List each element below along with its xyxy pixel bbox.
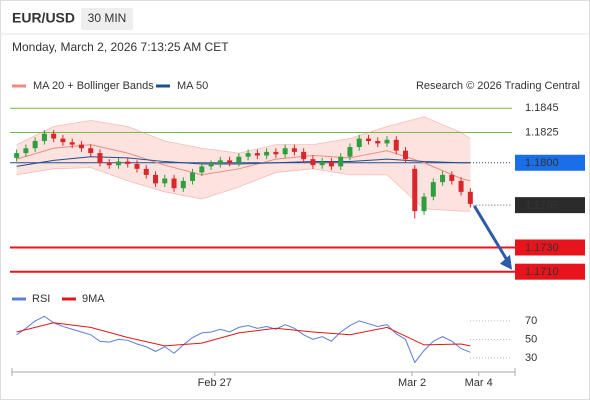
candle-body [208,163,214,167]
candle-body [384,139,390,144]
level-label: 1.1730 [525,242,559,254]
candle-body [23,148,29,154]
candle-body [143,168,149,175]
level-label: 1.1800 [525,157,559,169]
candle-body [14,153,20,158]
candle-body [273,151,279,155]
candle-body [41,133,47,141]
date: Monday, March 2, 2026 7:13:25 AM CET [12,40,229,54]
candle-body [245,153,251,157]
candle-body [282,148,288,155]
candle-body [365,138,371,141]
candle-body [190,172,196,181]
candle-body [134,163,140,169]
candle-body [69,142,75,145]
candle-body [430,182,436,197]
candle-body [449,174,455,181]
candle-body [78,144,84,149]
candle-body [199,166,205,173]
candle-body [393,139,399,151]
candle-body [291,148,297,152]
legend-label: RSI [32,293,50,305]
level-box [515,263,585,280]
candle-body [338,156,344,167]
timeframe: 30 MIN [88,11,127,25]
candle-body [97,153,103,163]
legend-label: 9MA [82,293,105,305]
y-tick-label: 50 [525,333,537,345]
candle-body [115,161,121,166]
legend-label: MA 50 [177,80,208,92]
candle-body [227,160,233,163]
level-box [515,239,585,256]
band-lower [16,167,471,212]
ma-line [16,156,471,167]
candle-body [106,162,112,166]
level-label: 1.1765 [525,200,559,212]
candle-body [162,178,168,184]
y-tick-label: 70 [525,315,537,327]
candle-body [403,150,409,160]
y-tick-label: 30 [525,352,537,364]
x-tick-label: Feb 27 [198,377,232,389]
symbol: EUR/USD [12,10,75,26]
forecast-arrowhead [500,254,512,270]
candle-body [180,180,186,189]
candle-body [319,161,325,166]
candle-body [264,151,270,156]
timeframe-box [81,8,133,30]
legend-label: MA 20 + Bollinger Bands [33,80,154,92]
candle-body [153,174,159,184]
candle-body [347,147,353,157]
candle-body [467,191,473,204]
candle-body [171,178,177,189]
candle-body [421,196,427,212]
candle-body [125,161,131,164]
candle-body [328,161,334,167]
forecast-arrow [473,205,510,263]
candle-body [60,138,66,143]
candle-body [254,153,260,156]
candle-body [217,160,223,164]
level-label: 1.1845 [525,102,559,114]
level-box [515,197,585,214]
candle-body [458,180,464,192]
candle-body [440,174,446,183]
level-label: 1.1825 [525,126,559,138]
indicator-line [16,322,471,347]
candle-body [301,151,307,160]
candle-body [88,148,94,154]
candle-body [51,133,57,139]
candle-body [375,140,381,144]
candle-body [310,159,316,166]
candle-body [236,156,242,163]
x-tick-label: Mar 2 [398,377,426,389]
credit: Research © 2026 Trading Central [416,80,580,92]
indicator-line [16,315,471,364]
candle-body [356,138,362,148]
band-upper [16,116,471,154]
candle-body [412,168,418,212]
level-box [515,154,585,171]
candle-body [32,140,38,149]
level-label: 1.1710 [525,266,559,278]
x-tick-label: Mar 4 [465,377,493,389]
